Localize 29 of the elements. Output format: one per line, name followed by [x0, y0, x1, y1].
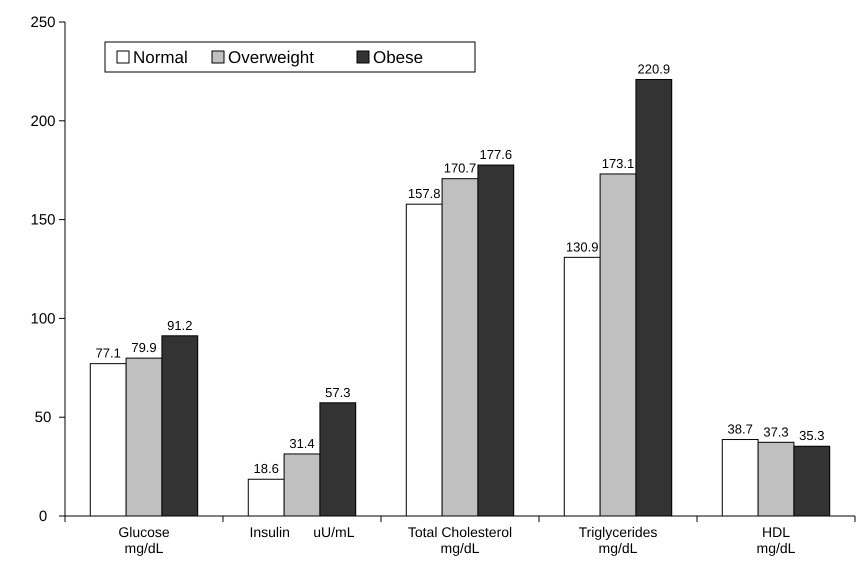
data-label: 57.3 — [325, 384, 350, 400]
data-label: 91.2 — [167, 318, 192, 333]
x-tick-label: HDL mg/dL — [756, 524, 796, 556]
data-label: 79.9 — [131, 340, 157, 356]
x-tick-label: Insulin uU/mL — [249, 524, 355, 540]
data-label: 38.7 — [728, 422, 753, 437]
y-tick-label: 50 — [34, 409, 52, 426]
y-tick-label: 100 — [30, 310, 56, 328]
legend-label: Obese — [373, 48, 424, 67]
y-tick-label: 200 — [30, 112, 56, 130]
x-tick-label: Glucose mg/dL — [118, 524, 170, 556]
data-label: 31.4 — [289, 436, 315, 451]
y-tick-label: 250 — [30, 14, 56, 31]
x-tick-label: Triglycerides mg/dL — [578, 524, 658, 556]
y-tick-label: 150 — [30, 212, 56, 229]
legend-label: Normal — [133, 48, 188, 67]
legend-label: Overweight — [228, 48, 314, 67]
data-label: 170.7 — [444, 160, 476, 176]
data-label: 220.9 — [638, 62, 670, 76]
data-label: 173.1 — [602, 156, 634, 171]
data-label: 37.3 — [763, 424, 789, 440]
data-label: 18.6 — [254, 461, 279, 476]
data-label: 77.1 — [96, 346, 121, 361]
data-label: 177.6 — [480, 147, 512, 162]
data-label: 130.9 — [566, 239, 598, 254]
x-tick-label: Total Cholesterol mg/dL — [408, 524, 512, 556]
data-label: 157.8 — [408, 186, 440, 202]
y-tick-label: 0 — [38, 508, 48, 525]
data-label: 35.3 — [799, 428, 824, 444]
